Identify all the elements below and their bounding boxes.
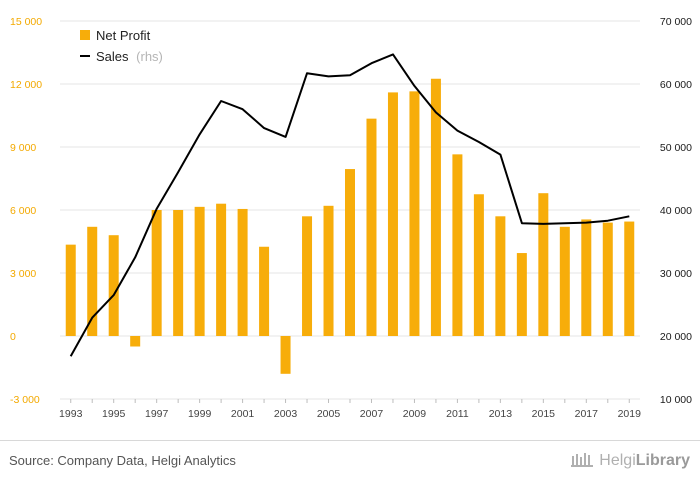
x-tick-label: 2019 — [618, 408, 642, 420]
net-profit-bar — [259, 246, 270, 336]
net-profit-bar — [151, 210, 162, 336]
right-tick-label: 30 000 — [660, 268, 692, 280]
x-tick-label: 1993 — [59, 408, 83, 420]
net-profit-bar — [387, 92, 398, 337]
net-profit-bar — [65, 244, 76, 336]
x-tick-label: 2007 — [360, 408, 384, 420]
net-profit-bar — [345, 169, 355, 336]
left-tick-label: 12 000 — [10, 79, 42, 91]
net-profit-bar — [495, 216, 506, 336]
net-profit-bar — [409, 91, 420, 336]
right-tick-label: 20 000 — [660, 331, 692, 343]
sales-line — [69, 53, 630, 357]
x-tick-label: 1999 — [188, 408, 212, 420]
x-axis: 1993 1995 1997 1999 2001 2003 2005 2007 2009 2011… — [59, 399, 641, 420]
net-profit-bar — [473, 194, 484, 336]
left-tick-label: 3 000 — [10, 268, 36, 280]
x-tick-label: 2009 — [403, 408, 427, 420]
net-profit-bar — [516, 253, 527, 336]
chart: -3 000 0 3 000 6 000 9 000 12 000 15 000 10 00… — [10, 16, 692, 420]
brand-light: Helgi — [599, 452, 636, 469]
svg-text:Sales (rhs): Sales (rhs) — [96, 49, 163, 64]
x-tick-label: 2017 — [575, 408, 599, 420]
x-tick-label: 1997 — [145, 408, 169, 420]
x-tick-label: 2005 — [317, 408, 341, 420]
x-tick-label: 2003 — [274, 408, 298, 420]
net-profit-bars — [65, 78, 635, 374]
right-tick-label: 10 000 — [660, 394, 692, 406]
net-profit-bar — [452, 154, 463, 336]
net-profit-bar — [237, 208, 248, 336]
net-profit-bar — [581, 219, 592, 336]
source-text: Source: Company Data, Helgi Analytics — [9, 453, 236, 468]
x-tick-label: 1995 — [102, 408, 126, 420]
x-tick-label: 2015 — [532, 408, 556, 420]
legend-label-sales: Sales — [96, 49, 129, 64]
legend-label-net-profit: Net Profit — [96, 28, 151, 43]
net-profit-bar — [559, 226, 570, 336]
legend-label-sales-suffix: (rhs) — [136, 49, 163, 64]
net-profit-bar — [602, 222, 613, 336]
right-tick-label: 50 000 — [660, 142, 692, 154]
left-tick-label: -3 000 — [10, 394, 40, 406]
net-profit-bar — [366, 118, 377, 337]
net-profit-bar — [302, 216, 313, 336]
left-axis: -3 000 0 3 000 6 000 9 000 12 000 15 000 — [10, 16, 42, 406]
legend-swatch-net-profit — [80, 30, 90, 40]
x-tick-label: 2011 — [446, 408, 469, 420]
net-profit-bar — [216, 203, 227, 336]
right-tick-label: 40 000 — [660, 205, 692, 217]
brand-bold: Library — [635, 452, 690, 469]
right-tick-label: 70 000 — [660, 16, 692, 28]
footer: Source: Company Data, Helgi Analytics He… — [0, 440, 700, 484]
net-profit-bar — [130, 336, 141, 347]
net-profit-bar — [323, 205, 334, 336]
left-tick-label: 6 000 — [10, 205, 36, 217]
net-profit-bar — [430, 78, 441, 336]
x-tick-label: 2013 — [489, 408, 513, 420]
legend: Net Profit Sales (rhs) — [80, 28, 163, 64]
net-profit-bar — [538, 193, 549, 336]
left-tick-label: 9 000 — [10, 142, 36, 154]
net-profit-bar — [108, 235, 119, 336]
net-profit-bar — [173, 210, 184, 336]
sales-line-layer — [69, 53, 630, 357]
x-tick-label: 2001 — [231, 408, 255, 420]
left-tick-label: 0 — [10, 331, 16, 343]
brand-logo[interactable]: HelgiLibrary — [571, 451, 690, 470]
library-icon — [571, 453, 594, 467]
right-axis: 10 000 20 000 30 000 40 000 50 000 60 000 70 0… — [660, 16, 692, 406]
net-profit-bar — [280, 336, 291, 374]
net-profit-bar — [194, 206, 205, 336]
left-tick-label: 15 000 — [10, 16, 42, 28]
net-profit-bar — [624, 221, 635, 336]
right-tick-label: 60 000 — [660, 79, 692, 91]
net-profit-bar — [87, 226, 98, 336]
